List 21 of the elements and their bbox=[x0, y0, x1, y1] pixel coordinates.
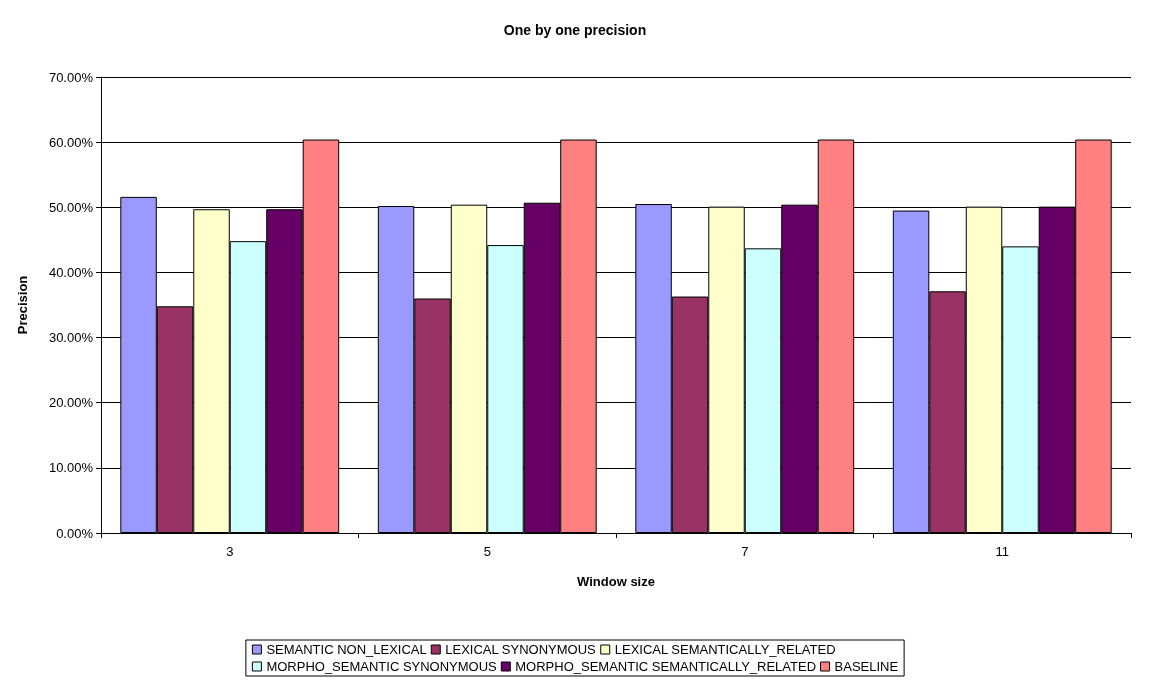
legend-label: MORPHO_SEMANTIC SEMANTICALLY_RELATED bbox=[515, 659, 817, 674]
legend-label: MORPHO_SEMANTIC SYNONYMOUS bbox=[266, 659, 498, 674]
chart-title: One by one precision bbox=[503, 22, 647, 38]
x-tick-label: 3 bbox=[226, 544, 234, 559]
x-tick-label: 7 bbox=[741, 544, 749, 559]
y-tick-label: 50.00% bbox=[48, 199, 94, 215]
x-tick-label: 5 bbox=[483, 544, 491, 559]
legend-label: LEXICAL SYNONYMOUS bbox=[445, 642, 597, 657]
legend-label: BASELINE bbox=[834, 659, 899, 674]
y-tick-label: 0.00% bbox=[56, 525, 94, 541]
x-tick-label: 11 bbox=[995, 544, 1009, 559]
legend-label: LEXICAL SEMANTICALLY_RELATED bbox=[614, 642, 836, 657]
y-tick-label: 20.00% bbox=[48, 395, 94, 411]
y-tick-label: 30.00% bbox=[48, 330, 94, 346]
y-tick-label: 70.00% bbox=[48, 69, 94, 85]
legend-label: SEMANTIC NON_LEXICAL bbox=[266, 642, 427, 657]
y-tick-label: 40.00% bbox=[48, 264, 94, 280]
y-axis-title: Precision bbox=[15, 275, 30, 335]
y-tick-label: 60.00% bbox=[48, 134, 94, 150]
y-tick-label: 10.00% bbox=[48, 460, 94, 476]
x-axis-title: Window size bbox=[577, 574, 655, 589]
